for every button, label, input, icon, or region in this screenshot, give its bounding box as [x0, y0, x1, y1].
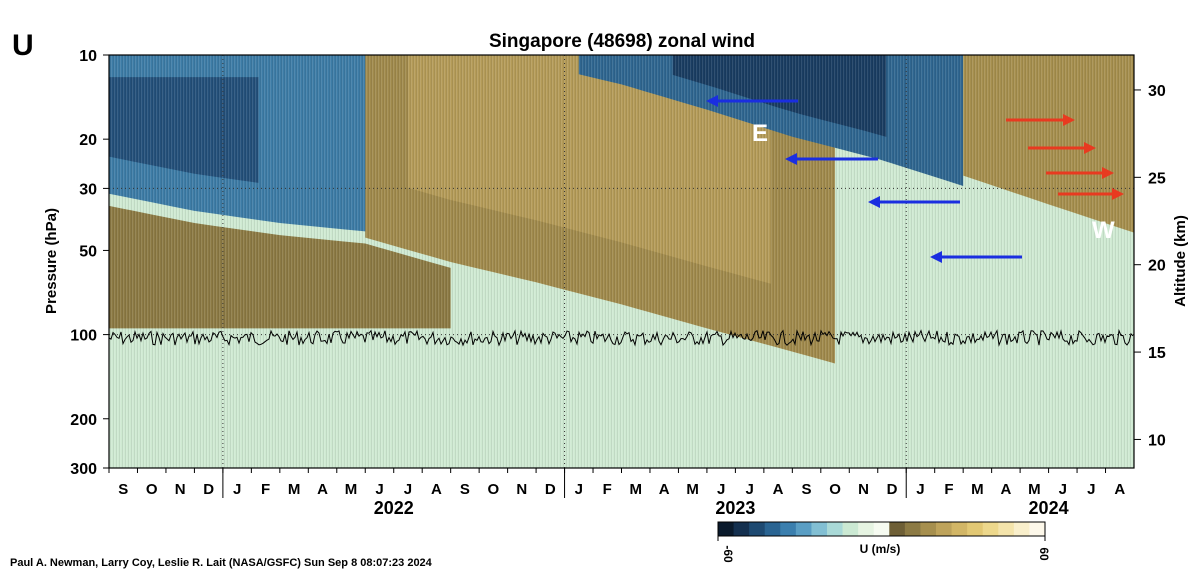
- colorbar: [717, 521, 1046, 541]
- colorbar-swatch: [951, 522, 968, 536]
- colorbar-swatch: [1013, 522, 1030, 536]
- year-label: 2023: [715, 498, 755, 518]
- colorbar-swatch: [873, 522, 890, 536]
- easterly-label: E: [752, 120, 768, 147]
- y2-axis-label: Altitude (km): [1172, 215, 1189, 307]
- colorbar-swatch: [967, 522, 984, 536]
- month-label: J: [1059, 481, 1067, 498]
- y2-tick-label: 10: [1148, 432, 1166, 449]
- westerly-arrow-head: [1112, 188, 1124, 200]
- month-label: D: [545, 481, 556, 498]
- colorbar-swatch: [764, 522, 781, 536]
- month-label: O: [146, 481, 158, 498]
- month-label: J: [233, 481, 241, 498]
- y-axis: 10 20 30 50 100 200 300: [70, 48, 109, 478]
- y-tick-label: 200: [70, 412, 97, 429]
- colorbar-swatch: [827, 522, 844, 536]
- colorbar-swatch: [842, 522, 859, 536]
- colorbar-swatch: [936, 522, 953, 536]
- y2-axis: 30 25 20 15 10: [1134, 83, 1166, 449]
- colorbar-label: U (m/s): [860, 542, 901, 556]
- month-label: N: [175, 481, 186, 498]
- month-label: N: [858, 481, 869, 498]
- y2-tick-label: 25: [1148, 170, 1166, 187]
- month-label: A: [431, 481, 442, 498]
- y-tick-label: 20: [79, 132, 97, 149]
- month-label: O: [829, 481, 841, 498]
- year-label: 2022: [374, 498, 414, 518]
- month-label: F: [944, 481, 953, 498]
- colorbar-swatch: [733, 522, 750, 536]
- easterly-arrow-head: [706, 95, 718, 107]
- panel-letter: U: [12, 29, 34, 62]
- colorbar-swatch: [889, 522, 906, 536]
- westerly-label: W: [1092, 217, 1115, 244]
- colorbar-swatch: [718, 522, 735, 536]
- month-label: A: [1000, 481, 1011, 498]
- month-label: A: [773, 481, 784, 498]
- month-label: M: [345, 481, 358, 498]
- month-label: J: [404, 481, 412, 498]
- heatmap-field: [109, 55, 1134, 468]
- credit-line: Paul A. Newman, Larry Coy, Leslie R. Lai…: [10, 557, 433, 569]
- colorbar-swatch: [982, 522, 999, 536]
- x-axis: S O N D J F M A M J J A S O N D J F M A M J J A S O N D J F M A M J J A2022…: [108, 468, 1125, 518]
- colorbar-swatch: [1029, 522, 1046, 536]
- y-tick-label: 50: [79, 243, 97, 260]
- colorbar-swatch: [904, 522, 921, 536]
- month-label: S: [118, 481, 128, 498]
- grid-lines: [109, 55, 1134, 468]
- month-label: M: [971, 481, 984, 498]
- easterly-arrow-head: [930, 251, 942, 263]
- month-label: A: [317, 481, 328, 498]
- month-label: N: [516, 481, 527, 498]
- colorbar-swatch: [811, 522, 828, 536]
- month-label: S: [460, 481, 470, 498]
- month-label: M: [288, 481, 301, 498]
- month-label: J: [717, 481, 725, 498]
- month-label: A: [1114, 481, 1125, 498]
- month-label: F: [603, 481, 612, 498]
- y2-tick-label: 15: [1148, 345, 1166, 362]
- colorbar-swatch: [749, 522, 766, 536]
- month-label: D: [203, 481, 214, 498]
- month-label: J: [1087, 481, 1095, 498]
- month-label: M: [1028, 481, 1041, 498]
- colorbar-swatch: [920, 522, 937, 536]
- wind-arrows: [706, 95, 1124, 263]
- month-label: S: [802, 481, 812, 498]
- colorbar-max: 60: [1037, 547, 1051, 561]
- y2-tick-label: 30: [1148, 83, 1166, 100]
- tropopause-line: [109, 328, 1134, 347]
- y-tick-label: 100: [70, 328, 97, 345]
- colorbar-swatch: [858, 522, 875, 536]
- y-axis-label: Pressure (hPa): [43, 208, 60, 314]
- colorbar-swatch: [998, 522, 1015, 536]
- month-label: J: [575, 481, 583, 498]
- colorbar-min: -60: [721, 545, 735, 563]
- easterly-arrow-head: [868, 196, 880, 208]
- month-label: F: [261, 481, 270, 498]
- colorbar-swatch: [780, 522, 797, 536]
- westerly-arrow-head: [1063, 114, 1075, 126]
- colorbar-swatch: [795, 522, 812, 536]
- month-label: O: [488, 481, 500, 498]
- easterly-arrow-head: [785, 153, 797, 165]
- month-label: M: [686, 481, 699, 498]
- chart-title: Singapore (48698) zonal wind: [489, 31, 755, 52]
- westerly-arrow-head: [1084, 142, 1096, 154]
- month-label: M: [629, 481, 642, 498]
- y-tick-label: 30: [79, 181, 97, 198]
- westerly-arrow-head: [1102, 167, 1114, 179]
- month-label: J: [745, 481, 753, 498]
- year-label: 2024: [1029, 498, 1069, 518]
- month-label: A: [659, 481, 670, 498]
- month-label: D: [887, 481, 898, 498]
- month-label: J: [916, 481, 924, 498]
- y2-tick-label: 20: [1148, 258, 1166, 275]
- y-tick-label: 300: [70, 461, 97, 478]
- y-tick-label: 10: [79, 48, 97, 65]
- month-label: J: [375, 481, 383, 498]
